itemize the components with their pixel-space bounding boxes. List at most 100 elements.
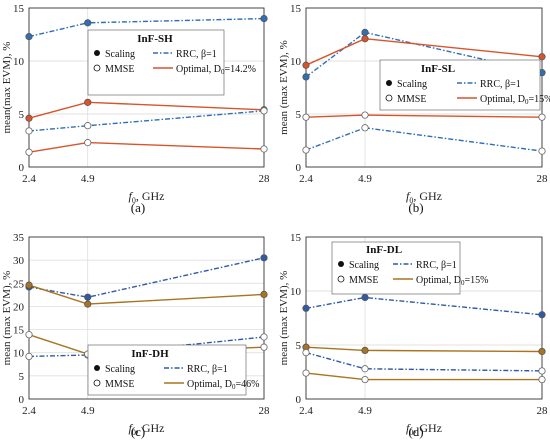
y-tick-label: 35 [13, 232, 25, 244]
data-point [538, 311, 546, 319]
data-point [538, 367, 546, 375]
x-tick-label: 2.4 [299, 173, 313, 185]
data-point [260, 333, 268, 341]
y-tick-label: 15 [290, 232, 302, 244]
y-tick-label: 10 [13, 348, 25, 360]
y-tick-label: 5 [19, 109, 25, 121]
legend-label-mmse: MMSE [397, 94, 426, 105]
series-line-rrc-filled [305, 296, 543, 316]
data-point [84, 19, 92, 27]
panel-caption: (a) [131, 200, 145, 215]
data-point [538, 347, 546, 356]
y-tick-label: 5 [296, 340, 302, 352]
legend-box [87, 344, 247, 396]
data-point [84, 98, 92, 106]
plot-frame [28, 236, 265, 400]
data-point [302, 348, 310, 357]
chart-panel-1: 0 5 10 15 2.4 4.9 28 f0, GHz mean(max EVM), % InF… [1, 3, 270, 215]
y-tick-label: 5 [19, 371, 25, 383]
legend-title: InF-DL [366, 244, 402, 256]
x-tick-label: 28 [537, 173, 549, 185]
data-point [361, 293, 369, 302]
x-tick-label: 4.9 [81, 173, 95, 185]
x-axis-label: f0, GHz [406, 189, 442, 205]
x-tick-label: 2.4 [299, 405, 313, 417]
panel-caption: (d) [408, 424, 423, 439]
x-tick-label: 2.4 [22, 173, 36, 185]
y-axis-label: mean (max EVM), % [278, 40, 290, 135]
data-point [361, 124, 369, 132]
legend-label-optimal: Optimal, D0=46% [187, 379, 259, 391]
legend-label-optimal: Optimal, D0=14.2% [176, 64, 256, 76]
legend-label-optimal: Optimal, D0=15% [480, 94, 550, 106]
x-axis-label: f0, GHz [128, 421, 164, 437]
legend-label-scaling: Scaling [349, 260, 379, 271]
data-point [25, 148, 33, 156]
series-line-rrc-open [305, 351, 543, 372]
x-tick-label: 28 [537, 405, 549, 417]
y-tick-label: 0 [19, 394, 25, 406]
data-point [361, 365, 369, 373]
x-tick-label: 28 [259, 173, 271, 185]
data-point [538, 147, 546, 155]
y-tick-label: 15 [13, 3, 25, 15]
legend-label-mmse: MMSE [349, 275, 378, 286]
data-point [84, 139, 92, 147]
plot-frame [28, 7, 265, 168]
legend-marker-filled [386, 80, 392, 86]
data-point [538, 113, 546, 121]
data-point [84, 293, 92, 301]
data-point [302, 73, 310, 81]
data-point [538, 375, 546, 384]
data-point [302, 146, 310, 154]
series-line-optimal-open [305, 372, 542, 381]
series-line-rrc-filled [28, 257, 265, 298]
chart-panel-4: 0 5 10 15 2.4 4.9 28 f0, GHz mean (max EVM), % In… [278, 232, 548, 439]
x-tick-label: 4.9 [358, 405, 372, 417]
x-tick-label: 4.9 [81, 405, 95, 417]
legend-label-rrc: RRC, β=1 [416, 260, 457, 271]
data-point [302, 61, 310, 69]
data-point [25, 127, 33, 135]
data-point [361, 28, 369, 36]
x-tick-label: 28 [259, 405, 271, 417]
legend-label-rrc: RRC, β=1 [176, 49, 217, 60]
series-line-optimal-open [305, 114, 543, 118]
series-line-optimal-open [28, 141, 265, 153]
y-tick-label: 5 [296, 109, 302, 121]
legend-label-mmse: MMSE [105, 379, 134, 390]
data-point [361, 346, 369, 354]
x-tick-label: 2.4 [22, 405, 36, 417]
plot-frame [305, 7, 543, 168]
legend-marker-filled [338, 261, 344, 267]
data-point [361, 35, 369, 43]
y-axis-label: mean(max EVM), % [1, 42, 13, 134]
series-line-optimal-filled [305, 346, 543, 353]
data-point [538, 53, 546, 61]
legend-label-mmse: MMSE [105, 64, 134, 75]
data-point [260, 343, 268, 351]
data-point [260, 15, 268, 23]
data-point [302, 369, 310, 377]
data-point [302, 304, 310, 312]
data-point [260, 107, 268, 115]
data-point [25, 281, 33, 289]
data-point [260, 290, 268, 298]
y-axis-label: mean (max EVM), % [1, 271, 13, 366]
series-line-rrc-open [305, 127, 543, 152]
y-tick-label: 20 [13, 301, 25, 313]
legend-box [379, 59, 541, 111]
y-tick-label: 0 [19, 162, 25, 174]
legend-marker-filled [94, 365, 100, 371]
data-point [361, 375, 369, 384]
data-point [84, 300, 92, 308]
y-tick-label: 10 [290, 56, 302, 68]
chart-panel-3: 0 5 10 15 20 25 30 35 2.4 4.9 28 f0, GHz mean (max E… [1, 232, 270, 439]
data-point [25, 114, 33, 122]
legend-label-scaling: Scaling [105, 49, 135, 60]
y-tick-label: 0 [296, 394, 302, 406]
legend-marker-open [93, 379, 101, 387]
data-point [25, 331, 33, 339]
y-axis-label: mean (max EVM), % [278, 271, 290, 366]
